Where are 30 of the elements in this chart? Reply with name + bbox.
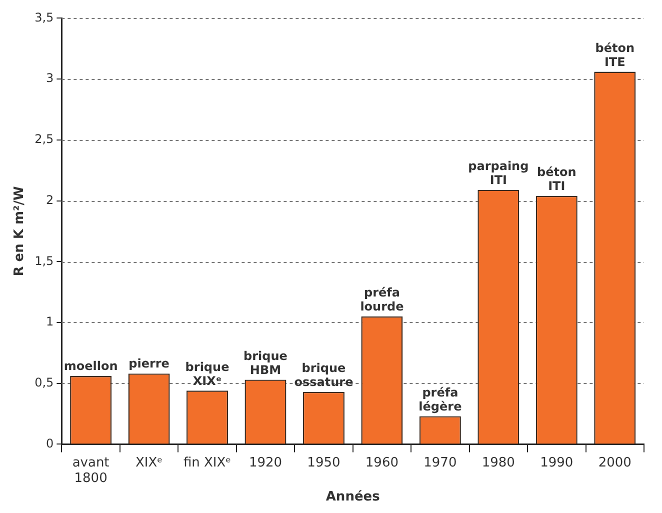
x-tick-label: 1980: [482, 455, 515, 470]
annotation: brique XIXᵉ: [185, 360, 230, 388]
x-tick-label: fin XIXᵉ: [183, 455, 232, 470]
annotation: préfa légère: [418, 385, 462, 414]
y-tick-label: 3,5: [34, 10, 54, 24]
y-tick-label: 0,5: [34, 375, 54, 390]
annotation: béton ITE: [595, 40, 635, 69]
annotation: parpaing ITI: [468, 158, 529, 187]
x-tick-label: 1950: [307, 455, 340, 470]
y-tick-label: 2,5: [34, 132, 54, 146]
x-axis-title: Années: [326, 490, 380, 505]
y-tick-label: 3: [46, 71, 54, 86]
annotation: préfa lourde: [360, 286, 404, 314]
y-axis-title: R en K m²/W: [12, 186, 28, 276]
x-tick-label: 1960: [365, 455, 399, 470]
y-tick-label: 1,5: [34, 254, 54, 268]
annotation: brique HBM: [244, 348, 288, 377]
annotation: brique ossature: [294, 360, 354, 389]
y-tick-label: 1: [46, 314, 54, 329]
x-tick-label: 1990: [540, 455, 574, 470]
annotation: béton ITI: [537, 165, 576, 194]
x-tick-label: 1920: [248, 455, 282, 470]
annotation: pierre: [128, 356, 170, 371]
x-tick-label: 1970: [424, 455, 457, 470]
x-tick-label: XIXᵉ: [135, 455, 163, 470]
x-tick-label: avant 1800: [72, 455, 110, 486]
y-tick-label: 2: [46, 192, 54, 207]
annotation: moellon: [64, 359, 118, 374]
y-tick-label: 0: [46, 436, 54, 450]
x-tick-label: 2000: [598, 455, 632, 470]
